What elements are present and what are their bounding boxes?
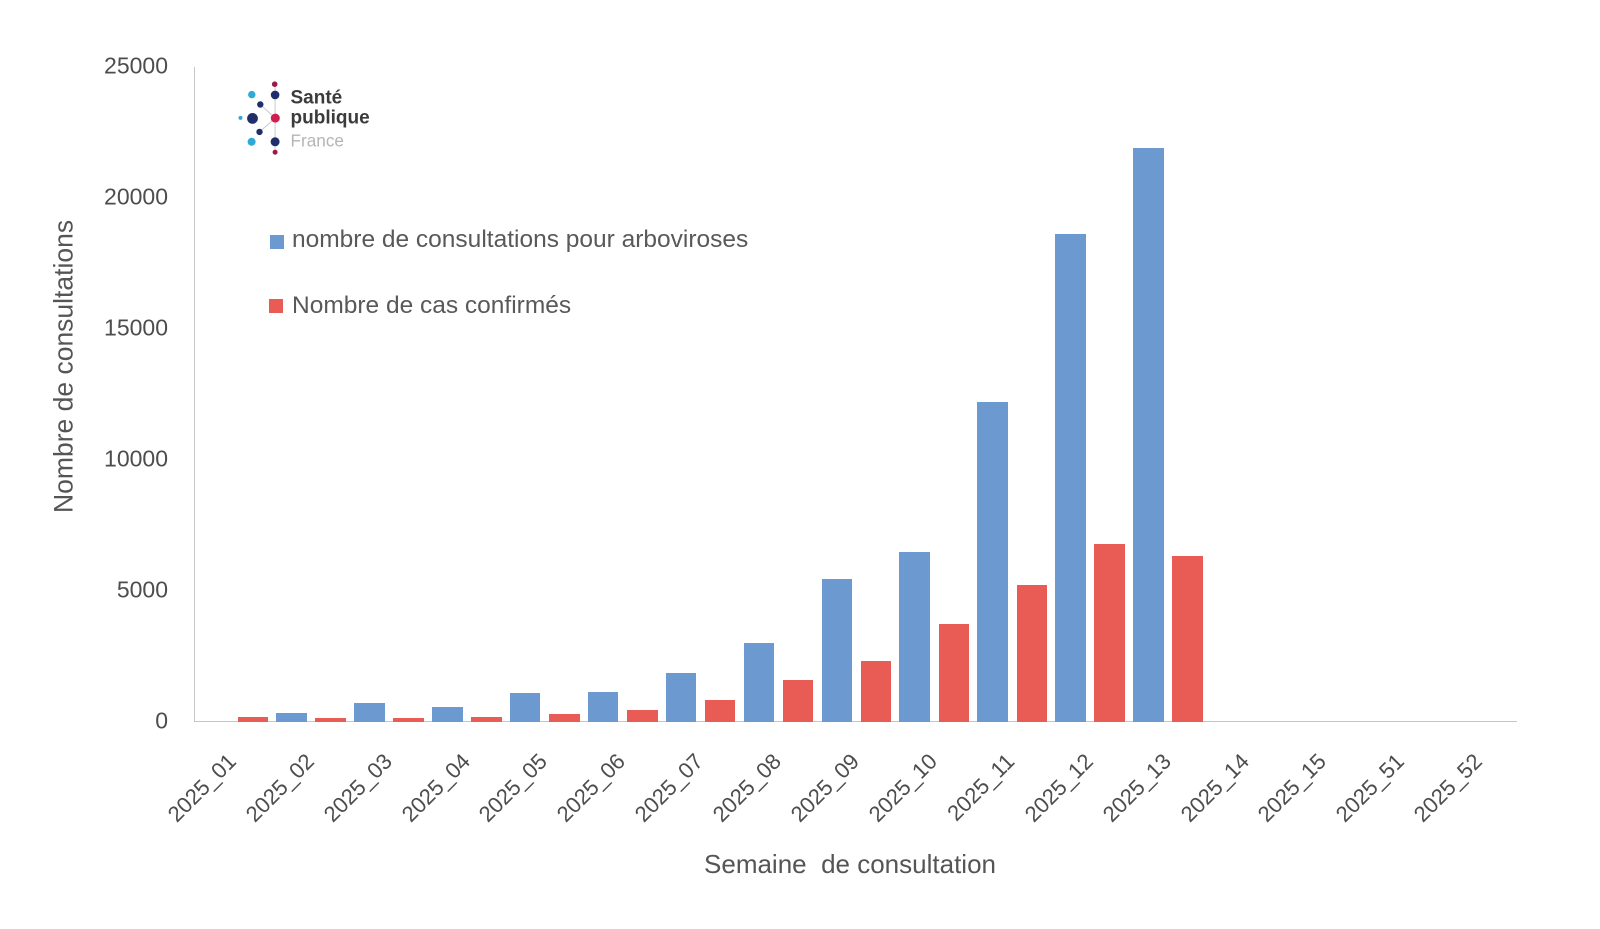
svg-text:Santé: Santé (291, 88, 343, 109)
svg-text:France: France (291, 131, 345, 151)
svg-text:publique: publique (291, 108, 370, 129)
